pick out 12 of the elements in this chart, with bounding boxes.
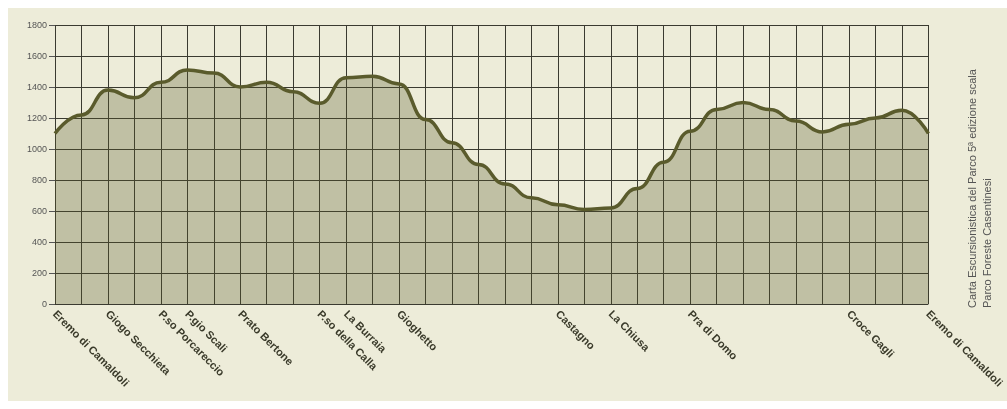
y-tick-label: 600 — [31, 206, 47, 216]
y-tick-label: 1600 — [26, 51, 47, 61]
y-tick-label: 800 — [31, 175, 47, 185]
text: Parco Foreste Casentinesi — [980, 178, 993, 308]
y-tick-label: 1000 — [26, 144, 47, 154]
y-tick-label: 200 — [31, 268, 47, 278]
y-tick-label: 400 — [31, 237, 47, 247]
y-tick-label: 1200 — [26, 113, 47, 123]
y-tick-label: 1800 — [26, 20, 47, 30]
text: Carta Escursionistica del Parco 5ª edizione scala — [965, 68, 978, 308]
y-tick-label: 0 — [41, 299, 47, 309]
y-tick-label: 1400 — [26, 82, 47, 92]
